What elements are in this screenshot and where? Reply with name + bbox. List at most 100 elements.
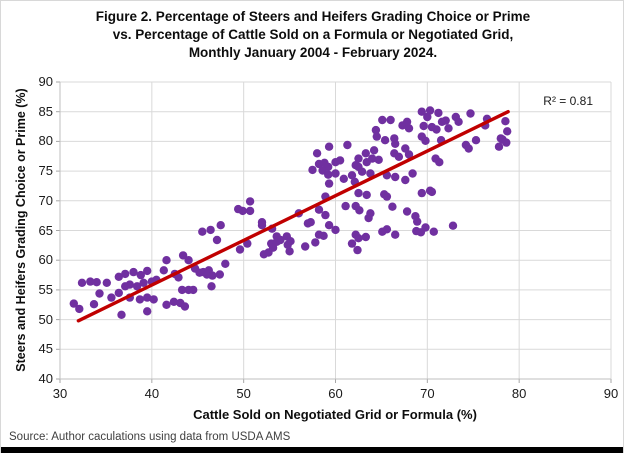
- data-point: [380, 190, 389, 199]
- data-point: [125, 280, 134, 289]
- data-point: [394, 152, 404, 161]
- data-point: [215, 270, 224, 279]
- data-point: [95, 289, 104, 298]
- data-point: [102, 278, 112, 287]
- data-point: [324, 221, 334, 230]
- data-point: [347, 239, 357, 248]
- chart-title-line-3: Monthly January 2004 - February 2024.: [188, 45, 438, 60]
- x-tick-label: 80: [511, 386, 527, 401]
- y-tick-label: 40: [38, 371, 53, 386]
- data-point: [221, 259, 230, 268]
- data-point: [198, 227, 207, 236]
- data-point: [503, 127, 512, 136]
- y-tick-label: 90: [38, 74, 53, 89]
- data-point: [143, 293, 152, 302]
- data-point: [89, 300, 99, 309]
- data-point: [306, 218, 315, 227]
- data-point: [435, 158, 444, 167]
- data-point: [180, 302, 190, 311]
- data-point: [301, 242, 310, 251]
- data-point: [378, 115, 387, 125]
- y-tick-label: 50: [38, 311, 53, 327]
- data-point: [501, 117, 510, 126]
- data-point: [374, 155, 383, 164]
- data-point: [312, 149, 322, 158]
- data-point: [77, 278, 87, 287]
- data-point: [444, 124, 453, 133]
- data-point: [471, 136, 481, 145]
- data-point: [169, 297, 179, 306]
- data-point: [121, 269, 130, 279]
- data-point: [361, 232, 370, 242]
- y-tick-label: 80: [38, 133, 53, 149]
- y-tick-label: 60: [38, 252, 53, 268]
- data-point: [117, 310, 126, 319]
- data-point: [69, 299, 79, 308]
- x-tick-label: 50: [236, 386, 251, 401]
- data-point: [355, 206, 364, 215]
- data-point: [369, 146, 379, 155]
- data-point: [502, 138, 511, 147]
- data-point: [245, 206, 255, 216]
- data-point: [319, 231, 328, 240]
- data-point: [149, 295, 158, 304]
- y-tick-label: 55: [38, 281, 53, 297]
- data-point: [441, 116, 450, 125]
- data-point: [361, 149, 370, 158]
- data-point: [429, 227, 438, 236]
- data-point: [335, 156, 345, 165]
- chart-title-line-2: vs. Percentage of Cattle Sold on a Formu…: [112, 27, 514, 42]
- data-point: [206, 225, 215, 235]
- data-point: [324, 170, 333, 179]
- data-point: [353, 245, 362, 255]
- data-point: [75, 304, 84, 314]
- data-point: [362, 190, 371, 200]
- x-tick-label: 30: [52, 386, 68, 401]
- data-point: [402, 207, 412, 216]
- data-point: [208, 271, 217, 280]
- data-point: [107, 293, 116, 302]
- data-point: [189, 285, 198, 295]
- data-point: [276, 235, 285, 245]
- data-point: [114, 272, 124, 281]
- data-point: [391, 139, 400, 148]
- data-point: [235, 245, 245, 254]
- data-point: [419, 121, 428, 131]
- x-axis-title: Cattle Sold on Negotiated Grid or Formul…: [193, 407, 477, 422]
- data-point: [388, 202, 397, 211]
- data-point: [324, 179, 334, 188]
- data-point: [184, 256, 193, 265]
- data-point: [417, 188, 426, 198]
- data-point: [401, 144, 410, 153]
- data-point: [404, 150, 414, 159]
- data-point: [159, 266, 168, 275]
- x-tick-label: 60: [328, 386, 343, 401]
- data-point: [372, 132, 381, 141]
- y-tick-label: 45: [38, 341, 53, 357]
- data-point: [423, 112, 432, 122]
- chart-title-line-1: Figure 2. Percentage of Steers and Heife…: [95, 9, 531, 24]
- data-point: [413, 217, 422, 226]
- data-point: [136, 270, 145, 280]
- data-point: [324, 142, 334, 151]
- data-point: [331, 225, 340, 235]
- data-point: [143, 266, 152, 276]
- y-axis-title: Steers and Heifers Grading Choice or Pri…: [14, 88, 28, 372]
- data-point: [386, 115, 395, 125]
- data-point: [382, 225, 392, 234]
- data-point: [494, 142, 504, 151]
- data-point: [238, 206, 247, 216]
- data-point: [368, 154, 377, 163]
- data-point: [434, 108, 443, 118]
- data-point: [448, 221, 458, 230]
- data-point: [86, 277, 95, 286]
- data-point: [380, 136, 390, 145]
- data-point: [129, 267, 138, 277]
- data-point: [162, 300, 171, 309]
- data-point: [371, 125, 381, 135]
- y-tick-label: 65: [38, 222, 53, 238]
- y-tick-label: 75: [38, 163, 53, 179]
- data-point: [92, 278, 101, 287]
